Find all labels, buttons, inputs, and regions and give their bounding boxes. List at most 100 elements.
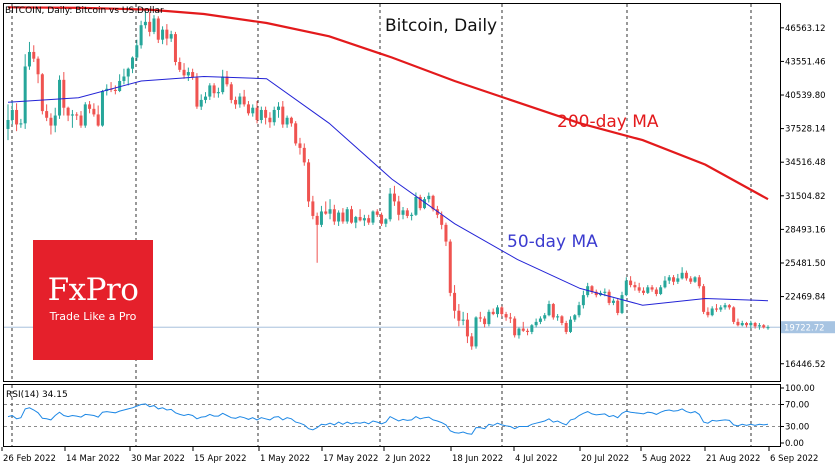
- candle: [92, 103, 96, 117]
- candle: [392, 185, 396, 206]
- candle: [680, 267, 684, 280]
- candle: [362, 214, 366, 226]
- candle-body: [556, 316, 560, 318]
- candle-body: [131, 57, 135, 69]
- candle-body: [508, 317, 512, 319]
- candle: [350, 205, 354, 224]
- main-panel-frame: [3, 3, 781, 382]
- candle-body: [221, 76, 225, 93]
- candle: [388, 188, 392, 222]
- candle: [251, 104, 255, 117]
- candle-body: [92, 108, 96, 115]
- candle-body: [672, 277, 676, 282]
- candle: [538, 316, 542, 325]
- candle: [749, 320, 753, 329]
- candle-body: [641, 290, 645, 293]
- candle-body: [431, 195, 435, 210]
- candle-body: [547, 304, 551, 316]
- candle: [753, 321, 757, 329]
- candle-body: [328, 209, 332, 214]
- candle-body: [762, 325, 766, 328]
- candles: [6, 9, 770, 350]
- ma50-line: [7, 75, 769, 306]
- candle-body: [487, 311, 491, 325]
- candle: [358, 209, 362, 222]
- candle: [238, 93, 242, 108]
- candle-body: [560, 316, 564, 323]
- candle-body: [564, 323, 568, 332]
- candle-body: [169, 34, 173, 39]
- candle-body: [350, 209, 354, 223]
- candle: [264, 106, 268, 125]
- candle-body: [156, 18, 160, 40]
- candle-body: [6, 120, 10, 129]
- candle: [161, 26, 165, 45]
- candle-body: [49, 117, 53, 126]
- candle: [504, 311, 508, 321]
- price-tick-label: 40539.80: [785, 91, 826, 101]
- date-tick-label: 20 Jul 2022: [581, 454, 629, 464]
- candle: [723, 302, 727, 310]
- date-tick-label: 15 Apr 2022: [194, 454, 247, 464]
- candle: [534, 318, 538, 328]
- candle-body: [745, 323, 749, 326]
- candle-body: [375, 211, 379, 215]
- date-tick-label: 18 Jun 2022: [452, 454, 503, 464]
- candle: [483, 316, 487, 328]
- candle-body: [380, 214, 384, 224]
- candle-body: [577, 305, 581, 316]
- candle-body: [405, 210, 409, 216]
- date-tick-label: 6 Sep 2022: [770, 454, 818, 464]
- candle: [229, 82, 233, 104]
- candle: [727, 304, 731, 310]
- moving-averages: [7, 6, 769, 306]
- candle-body: [238, 96, 242, 105]
- candle-body: [633, 285, 637, 288]
- candle-body: [135, 45, 139, 58]
- candle-body: [594, 291, 598, 296]
- candle: [118, 74, 122, 93]
- candle: [70, 109, 74, 128]
- candle-body: [629, 280, 633, 286]
- candle-body: [229, 84, 233, 100]
- candle: [53, 107, 57, 133]
- candle: [277, 102, 281, 118]
- candle-body: [178, 62, 182, 70]
- candle-body: [100, 91, 104, 126]
- candle: [590, 285, 594, 294]
- candle: [311, 195, 315, 220]
- candle-body: [298, 143, 302, 148]
- candle: [637, 282, 641, 293]
- candle-body: [40, 74, 44, 112]
- candle: [75, 112, 79, 120]
- candle: [706, 307, 710, 318]
- candle: [199, 94, 203, 110]
- date-tick-label: 26 Feb 2022: [3, 454, 56, 464]
- candle-body: [19, 123, 23, 125]
- price-tick-label: 43551.46: [785, 57, 826, 67]
- rsi-tick-label: 30.00: [785, 423, 809, 433]
- candle-body: [367, 218, 371, 223]
- candle-body: [624, 280, 628, 296]
- date-tick-label: 2 Jun 2022: [385, 454, 431, 464]
- candle-body: [474, 317, 478, 347]
- candle: [513, 316, 517, 338]
- candle: [341, 208, 345, 224]
- candle-body: [332, 209, 336, 222]
- candle-body: [551, 304, 555, 318]
- candle: [517, 327, 521, 339]
- candle-body: [27, 51, 31, 67]
- current-price-label: 19722.72: [784, 324, 825, 334]
- candle: [208, 83, 212, 100]
- candle-body: [165, 29, 169, 39]
- candle: [380, 212, 384, 226]
- candle: [66, 106, 70, 122]
- candle-body: [182, 69, 186, 76]
- candle: [126, 67, 130, 86]
- candle: [526, 328, 530, 336]
- candle: [173, 31, 177, 66]
- rsi-tick-label: 70.00: [785, 401, 809, 411]
- candle: [487, 309, 491, 327]
- price-tick-label: 22469.84: [785, 293, 826, 303]
